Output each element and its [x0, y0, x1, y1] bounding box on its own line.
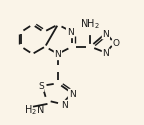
- Text: N: N: [69, 90, 75, 98]
- Text: N: N: [61, 100, 67, 110]
- Text: N: N: [103, 49, 109, 58]
- Text: NH$_2$: NH$_2$: [80, 17, 100, 31]
- Text: H$_2$N: H$_2$N: [24, 103, 44, 117]
- Text: N: N: [103, 30, 109, 39]
- Text: S: S: [38, 82, 44, 91]
- Text: O: O: [113, 40, 120, 48]
- Text: N: N: [54, 50, 61, 59]
- Text: N: N: [67, 28, 73, 38]
